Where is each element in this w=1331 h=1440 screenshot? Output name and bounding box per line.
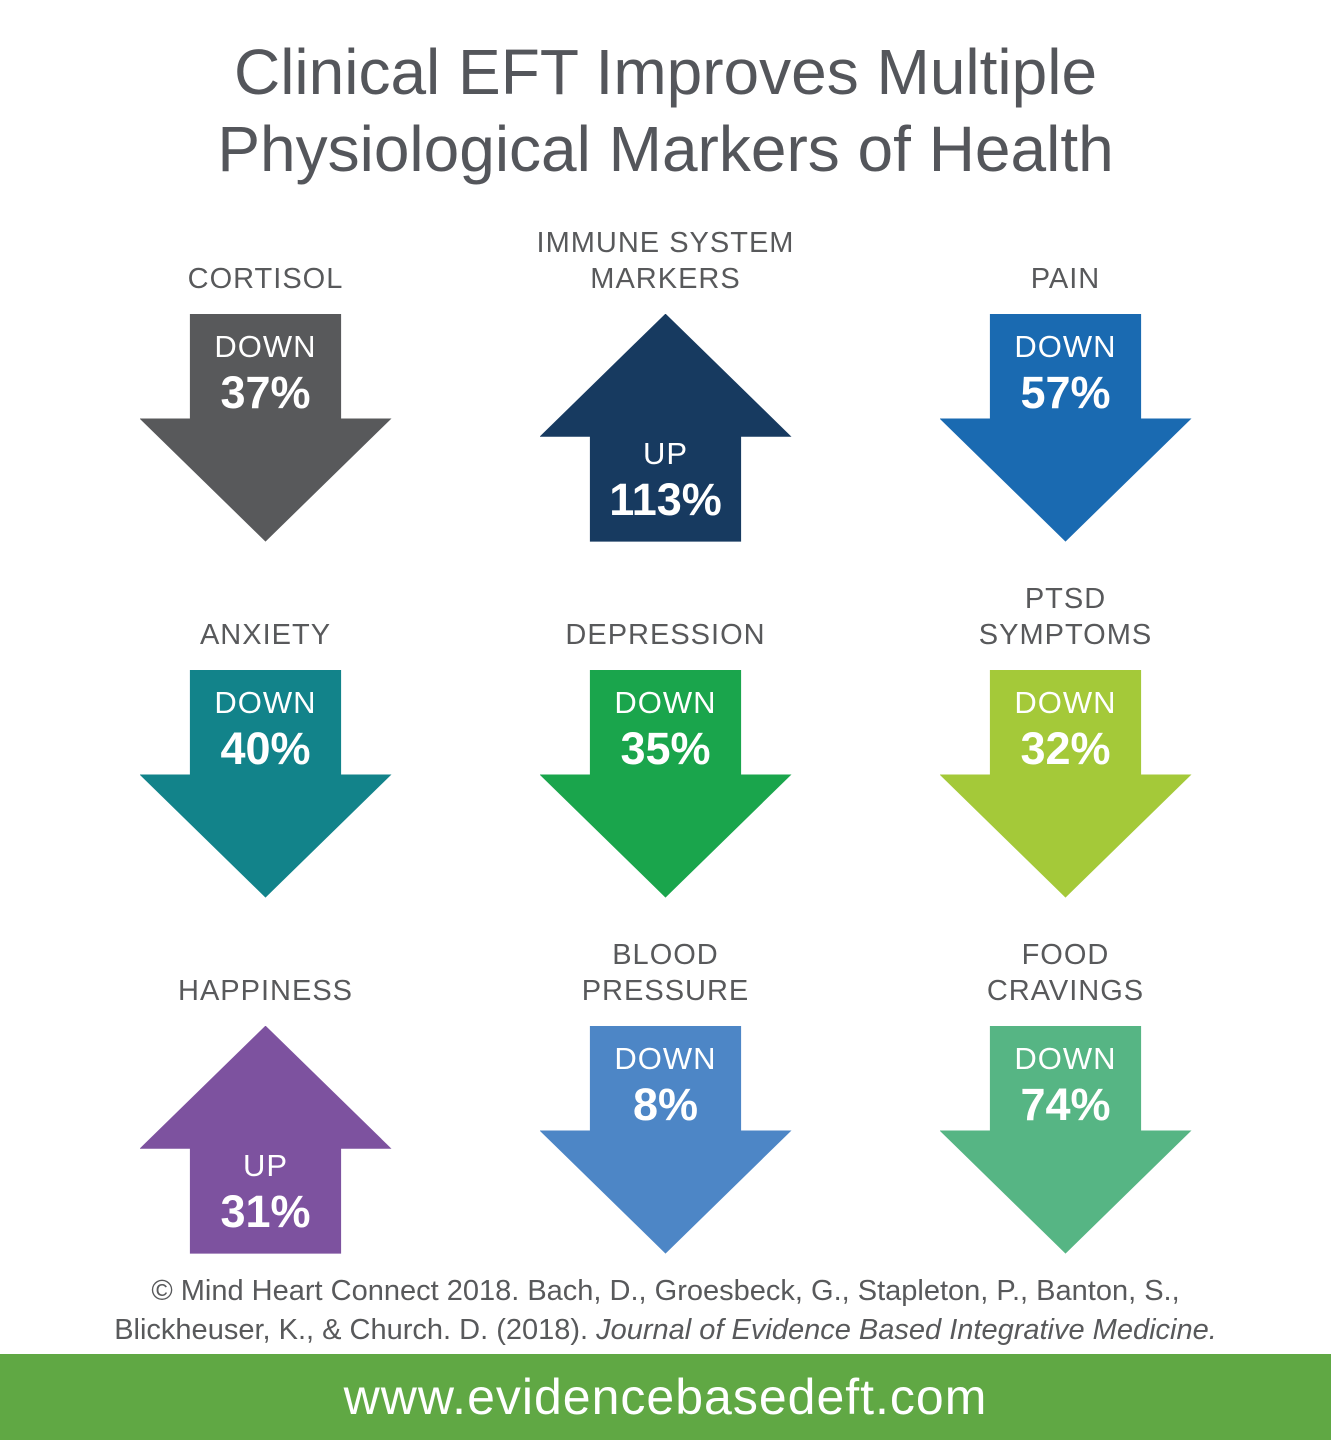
marker-depression: DEPRESSION DOWN 35% [471,578,861,898]
arrow-text: DOWN 57% [940,328,1192,419]
marker-label: DEPRESSION [565,619,766,652]
arrow-text: UP 113% [540,435,792,526]
direction-text: DOWN [1014,328,1117,364]
marker-label: BLOOD PRESSURE [581,939,750,1008]
citation-regular: © Mind Heart Connect 2018. Bach, D., Gro… [114,1274,1180,1346]
marker-label: FOOD CRAVINGS [986,939,1145,1008]
marker-blood-pressure: BLOOD PRESSURE DOWN 8% [471,934,861,1254]
website-banner: www.evidencebasedeft.com [0,1354,1331,1440]
direction-text: DOWN [214,328,317,364]
direction-text: DOWN [614,1040,717,1076]
page-title: Clinical EFT Improves Multiple Physiolog… [217,36,1114,185]
down-arrow-icon: DOWN 74% [939,1025,1192,1254]
citation: © Mind Heart Connect 2018. Bach, D., Gro… [96,1272,1236,1350]
arrow-text: DOWN 35% [540,684,792,775]
value-text: 37% [220,366,311,418]
marker-cortisol: CORTISOL DOWN 37% [71,222,461,542]
direction-text: DOWN [1014,684,1117,720]
value-text: 8% [632,1078,699,1130]
marker-happiness: HAPPINESS UP 31% [71,934,461,1254]
marker-ptsd-symptoms: PTSD SYMPTOMS DOWN 32% [871,578,1261,898]
value-text: 35% [620,722,711,774]
citation-journal: Journal of Evidence Based Integrative Me… [596,1313,1217,1346]
direction-text: DOWN [614,684,717,720]
up-arrow-icon: UP 31% [139,1025,392,1254]
down-arrow-icon: DOWN 40% [139,669,392,898]
value-text: 57% [1020,366,1111,418]
direction-text: DOWN [1014,1040,1117,1076]
down-arrow-icon: DOWN 32% [939,669,1192,898]
marker-label: HAPPINESS [178,975,353,1008]
website-url[interactable]: www.evidencebasedeft.com [343,1369,988,1425]
marker-label: PTSD SYMPTOMS [978,583,1153,652]
arrow-text: UP 31% [140,1147,392,1238]
markers-grid: CORTISOL DOWN 37% IMMUNE SYSTEM MARKERS … [71,222,1261,1254]
marker-food-cravings: FOOD CRAVINGS DOWN 74% [871,934,1261,1254]
up-arrow-icon: UP 113% [539,313,792,542]
direction-text: DOWN [214,684,317,720]
marker-label: IMMUNE SYSTEM MARKERS [536,227,795,296]
direction-text: UP [642,435,689,471]
value-text: 74% [1020,1078,1111,1130]
value-text: 31% [220,1185,311,1237]
arrow-text: DOWN 8% [540,1040,792,1131]
marker-pain: PAIN DOWN 57% [871,222,1261,542]
marker-immune-system: IMMUNE SYSTEM MARKERS UP 113% [471,222,861,542]
value-text: 32% [1020,722,1111,774]
marker-label: ANXIETY [199,619,332,652]
direction-text: UP [242,1147,289,1183]
down-arrow-icon: DOWN 8% [539,1025,792,1254]
arrow-text: DOWN 37% [140,328,392,419]
marker-label: CORTISOL [187,263,344,296]
arrow-text: DOWN 74% [940,1040,1192,1131]
down-arrow-icon: DOWN 35% [539,669,792,898]
marker-label: PAIN [1030,263,1101,296]
down-arrow-icon: DOWN 57% [939,313,1192,542]
marker-anxiety: ANXIETY DOWN 40% [71,578,461,898]
value-text: 113% [609,473,722,525]
arrow-text: DOWN 40% [140,684,392,775]
down-arrow-icon: DOWN 37% [139,313,392,542]
value-text: 40% [220,722,311,774]
arrow-text: DOWN 32% [940,684,1192,775]
